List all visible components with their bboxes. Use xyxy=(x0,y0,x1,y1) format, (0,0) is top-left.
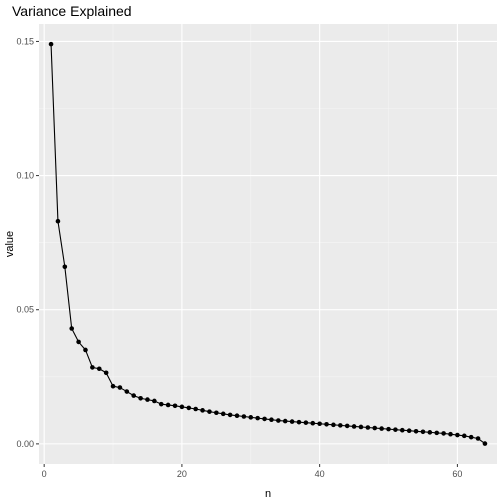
x-tick-label: 0 xyxy=(42,469,47,479)
data-point xyxy=(455,432,460,438)
data-point xyxy=(461,433,467,439)
data-point xyxy=(69,326,75,331)
data-point xyxy=(117,385,123,390)
data-point xyxy=(317,421,322,427)
data-point xyxy=(427,430,433,435)
data-point xyxy=(200,408,205,413)
data-point xyxy=(165,402,171,408)
y-tick-label: 0.05 xyxy=(16,305,34,315)
y-axis-label: value xyxy=(4,231,16,257)
data-point xyxy=(220,411,226,417)
data-point xyxy=(358,424,364,430)
data-point xyxy=(475,436,481,441)
data-point xyxy=(138,395,143,401)
data-point xyxy=(110,383,116,389)
data-point xyxy=(207,409,212,414)
plot-panel xyxy=(39,24,497,464)
x-tick-label: 20 xyxy=(177,469,187,479)
data-point xyxy=(269,417,274,423)
data-point xyxy=(131,393,136,398)
x-tick-label: 60 xyxy=(452,469,462,479)
data-point xyxy=(351,424,357,429)
data-point xyxy=(241,414,247,419)
x-tick-label: 40 xyxy=(315,469,325,479)
axis-ticks: 0 20 40 60 0.00 0.05 0.10 0.15 xyxy=(16,36,462,479)
grid-lines xyxy=(39,24,497,464)
data-point xyxy=(289,419,295,424)
data-point xyxy=(441,431,446,436)
data-point xyxy=(386,426,391,432)
y-tick-label: 0.15 xyxy=(16,36,34,46)
data-point xyxy=(338,423,343,428)
data-point xyxy=(48,41,54,47)
chart-title: Variance Explained xyxy=(12,3,132,19)
data-point xyxy=(400,427,405,433)
data-point xyxy=(262,416,267,422)
data-point xyxy=(83,347,88,353)
data-point xyxy=(90,365,95,370)
data-point xyxy=(296,419,302,425)
data-point xyxy=(448,431,453,437)
data-point xyxy=(179,404,185,410)
data-point xyxy=(76,339,81,345)
x-axis-label: n xyxy=(265,488,271,500)
data-point xyxy=(186,405,192,411)
data-point xyxy=(96,366,102,372)
data-point xyxy=(152,398,157,404)
data-point xyxy=(62,264,68,270)
data-point xyxy=(303,420,309,425)
data-point xyxy=(420,429,426,435)
data-point xyxy=(234,413,240,419)
data-point xyxy=(482,441,488,446)
data-point xyxy=(324,421,329,427)
data-point xyxy=(331,422,336,428)
data-point xyxy=(344,423,350,429)
data-point xyxy=(255,415,260,421)
data-point xyxy=(434,430,440,436)
y-tick-label: 0.00 xyxy=(16,439,34,449)
data-point xyxy=(193,406,198,412)
data-point xyxy=(248,415,254,420)
data-point xyxy=(310,420,316,426)
data-point xyxy=(227,412,233,418)
data-point xyxy=(124,389,130,394)
series-line xyxy=(50,44,486,445)
data-point xyxy=(365,425,371,430)
series-variance xyxy=(48,41,488,446)
data-point xyxy=(276,418,281,423)
data-point xyxy=(145,397,150,402)
data-point xyxy=(372,425,378,431)
data-point xyxy=(172,403,178,409)
y-tick-label: 0.10 xyxy=(16,171,34,181)
data-point xyxy=(468,434,474,440)
data-point xyxy=(55,218,61,224)
data-point xyxy=(406,428,412,434)
data-point xyxy=(282,418,288,424)
data-point xyxy=(103,370,109,376)
data-point xyxy=(393,427,398,432)
data-point xyxy=(214,410,219,416)
data-point xyxy=(379,426,384,431)
data-point xyxy=(158,401,164,407)
data-point xyxy=(413,428,419,434)
